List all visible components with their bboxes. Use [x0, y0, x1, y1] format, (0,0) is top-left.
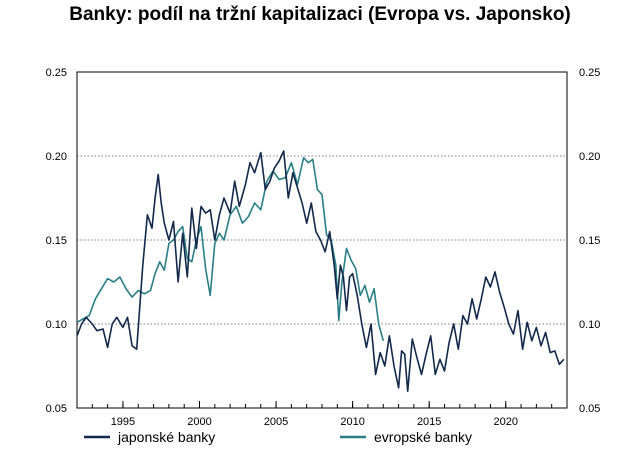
- y-tick-label-left: 0.10: [46, 319, 67, 331]
- legend-label: japonské banky: [117, 429, 215, 445]
- x-tick-label-2000: 2000: [187, 416, 211, 428]
- chart-title: Banky: podíl na tržní kapitalizaci (Evro…: [69, 4, 571, 25]
- x-tick-label-2005: 2005: [264, 416, 288, 428]
- y-tick-label-left: 0.25: [46, 67, 67, 79]
- y-tick-label-left: 0.15: [46, 235, 67, 247]
- y-tick-label-right: 0.20: [579, 151, 600, 163]
- y-tick-label-left: 0.20: [46, 151, 67, 163]
- x-tick-label-2010: 2010: [340, 416, 364, 428]
- y-tick-label-left: 0.05: [46, 403, 67, 415]
- grid-layer: [77, 155, 567, 325]
- x-tick-label-2020: 2020: [494, 416, 518, 428]
- y-tick-label-right: 0.10: [579, 319, 600, 331]
- legend-label: evropské banky: [374, 429, 472, 445]
- y-tick-label-right: 0.15: [579, 235, 600, 247]
- x-tick-label-1995: 1995: [111, 416, 135, 428]
- axis-layer: 0.05 0.05 0.10 0.10 0.15 0.15 0.20 0.20 0.25 0.25…: [46, 67, 601, 428]
- y-tick-label-right: 0.05: [579, 403, 600, 415]
- series-layer: [76, 150, 565, 393]
- series-line-evropské-banky: [76, 156, 385, 342]
- series-line-japonské-banky: [76, 150, 565, 393]
- x-tick-label-2015: 2015: [417, 416, 441, 428]
- y-tick-label-right: 0.25: [579, 67, 600, 79]
- legend: japonské banky evropské banky: [84, 429, 472, 445]
